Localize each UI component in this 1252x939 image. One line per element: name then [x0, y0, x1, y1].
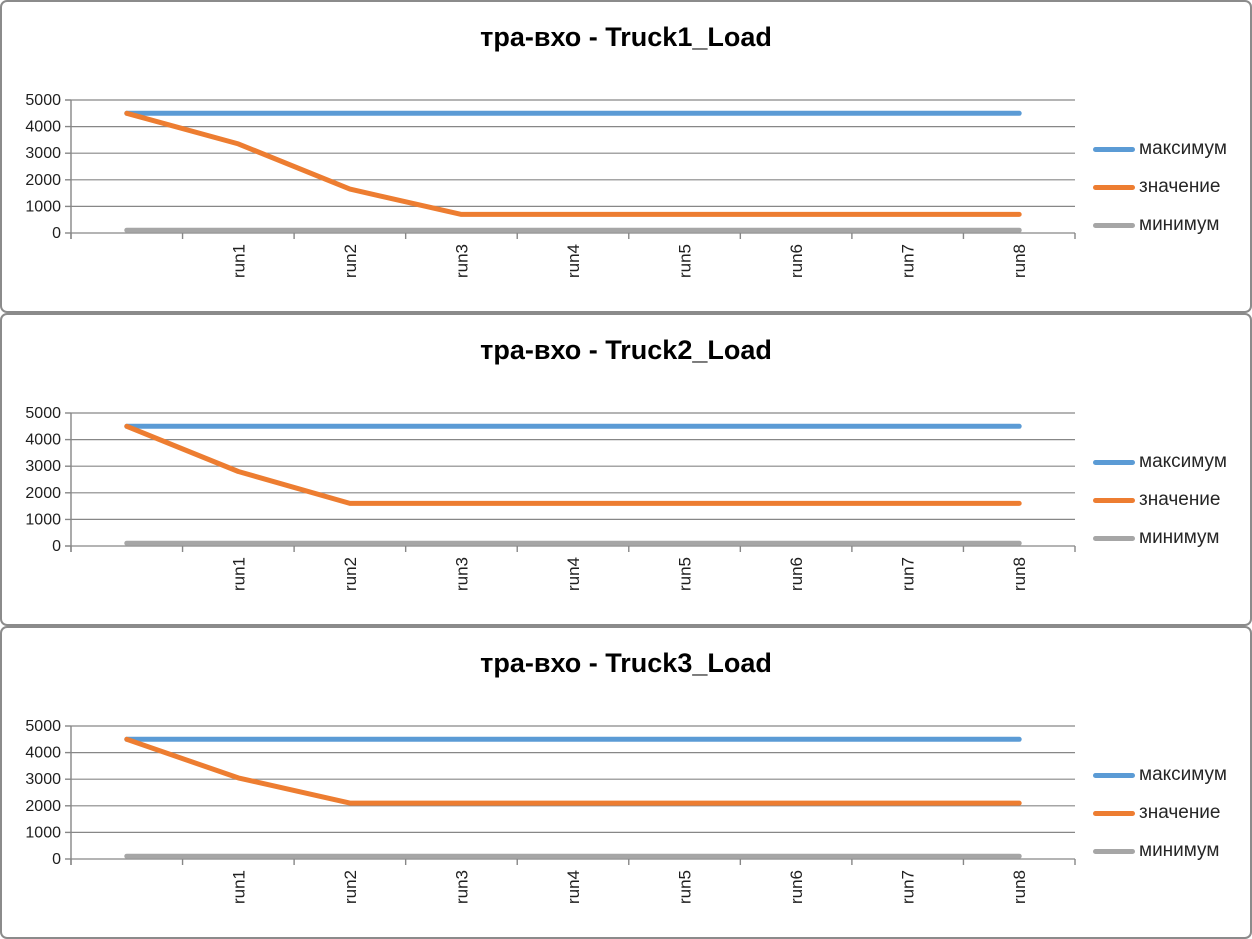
line-chart-plot: 0 1000 2000 3000 4000 5000 run1 run2 run3 run4 run… — [25, 405, 1076, 591]
legend-item-maximum: максимум — [1093, 137, 1227, 161]
svg-text:run7: run7 — [899, 244, 918, 278]
legend-label: минимум — [1139, 527, 1220, 548]
legend-line-swatch-icon — [1093, 222, 1135, 228]
chart-title: тра-вхо - Truck3_Load — [480, 648, 772, 678]
legend-item-minimum: минимум — [1093, 526, 1227, 550]
legend-line-swatch-icon — [1093, 535, 1135, 541]
svg-text:4000: 4000 — [25, 432, 61, 449]
svg-text:run1: run1 — [229, 557, 248, 591]
svg-text:run3: run3 — [452, 244, 471, 278]
legend-item-maximum: максимум — [1093, 450, 1227, 474]
legend: максимум значение минимум — [1093, 137, 1227, 237]
svg-text:run1: run1 — [229, 244, 248, 278]
legend-line-swatch-icon — [1093, 146, 1135, 152]
svg-text:5000: 5000 — [25, 92, 61, 109]
chart-panel-truck2-load: тра-вхо - Truck2_Load 0 1000 2000 3000 4000 5… — [0, 313, 1252, 626]
svg-text:run5: run5 — [676, 870, 695, 904]
svg-text:1000: 1000 — [25, 198, 61, 215]
legend-label: минимум — [1139, 214, 1220, 235]
svg-text:3000: 3000 — [25, 145, 61, 162]
svg-text:2000: 2000 — [25, 172, 61, 189]
svg-text:run7: run7 — [899, 557, 918, 591]
svg-text:0: 0 — [52, 225, 61, 242]
svg-text:run6: run6 — [787, 870, 806, 904]
svg-text:5000: 5000 — [25, 405, 61, 422]
svg-text:0: 0 — [52, 538, 61, 555]
svg-text:run7: run7 — [899, 870, 918, 904]
svg-text:2000: 2000 — [25, 798, 61, 815]
svg-text:run3: run3 — [452, 870, 471, 904]
legend-label: значение — [1139, 489, 1221, 510]
legend-label: значение — [1139, 176, 1221, 197]
legend-label: максимум — [1139, 451, 1227, 472]
svg-text:3000: 3000 — [25, 458, 61, 475]
svg-text:run2: run2 — [341, 244, 360, 278]
svg-text:run8: run8 — [1010, 557, 1029, 591]
legend-line-swatch-icon — [1093, 184, 1135, 190]
legend-label: максимум — [1139, 764, 1227, 785]
legend-line-swatch-icon — [1093, 848, 1135, 854]
chart-panel-truck3-load: тра-вхо - Truck3_Load 0 1000 2000 3000 4000 5… — [0, 626, 1252, 939]
svg-text:1000: 1000 — [25, 511, 61, 528]
legend: максимум значение минимум — [1093, 450, 1227, 550]
svg-text:run8: run8 — [1010, 870, 1029, 904]
svg-text:run4: run4 — [564, 557, 583, 591]
svg-text:4000: 4000 — [25, 119, 61, 136]
svg-text:run6: run6 — [787, 557, 806, 591]
svg-text:run5: run5 — [676, 244, 695, 278]
svg-text:run6: run6 — [787, 244, 806, 278]
svg-text:2000: 2000 — [25, 485, 61, 502]
svg-text:0: 0 — [52, 851, 61, 868]
legend-item-minimum: минимум — [1093, 213, 1227, 237]
svg-text:run2: run2 — [341, 557, 360, 591]
svg-text:1000: 1000 — [25, 824, 61, 841]
legend-line-swatch-icon — [1093, 459, 1135, 465]
legend-item-maximum: максимум — [1093, 763, 1227, 787]
svg-text:4000: 4000 — [25, 745, 61, 762]
chart-title: тра-вхо - Truck1_Load — [480, 22, 772, 52]
svg-text:run4: run4 — [564, 244, 583, 278]
svg-text:run4: run4 — [564, 870, 583, 904]
legend-label: значение — [1139, 802, 1221, 823]
svg-text:run5: run5 — [676, 557, 695, 591]
legend-line-swatch-icon — [1093, 810, 1135, 816]
svg-text:5000: 5000 — [25, 718, 61, 735]
chart-panel-truck1-load: тра-вхо - Truck1_Load 0 1000 2000 3000 4000 5… — [0, 0, 1252, 313]
legend-line-swatch-icon — [1093, 497, 1135, 503]
chart-title: тра-вхо - Truck2_Load — [480, 335, 772, 365]
legend-item-minimum: минимум — [1093, 839, 1227, 863]
legend-line-swatch-icon — [1093, 772, 1135, 778]
legend: максимум значение минимум — [1093, 763, 1227, 863]
legend-item-value: значение — [1093, 175, 1227, 199]
svg-text:run1: run1 — [229, 870, 248, 904]
legend-label: минимум — [1139, 840, 1220, 861]
line-chart-plot: 0 1000 2000 3000 4000 5000 run1 run2 run3 run4 run… — [25, 718, 1076, 904]
svg-text:3000: 3000 — [25, 771, 61, 788]
legend-label: максимум — [1139, 138, 1227, 159]
line-chart-plot: 0 1000 2000 3000 4000 5000 run1 run2 run3 run4 run… — [25, 92, 1076, 278]
svg-text:run3: run3 — [452, 557, 471, 591]
svg-text:run8: run8 — [1010, 244, 1029, 278]
legend-item-value: значение — [1093, 488, 1227, 512]
svg-text:run2: run2 — [341, 870, 360, 904]
legend-item-value: значение — [1093, 801, 1227, 825]
